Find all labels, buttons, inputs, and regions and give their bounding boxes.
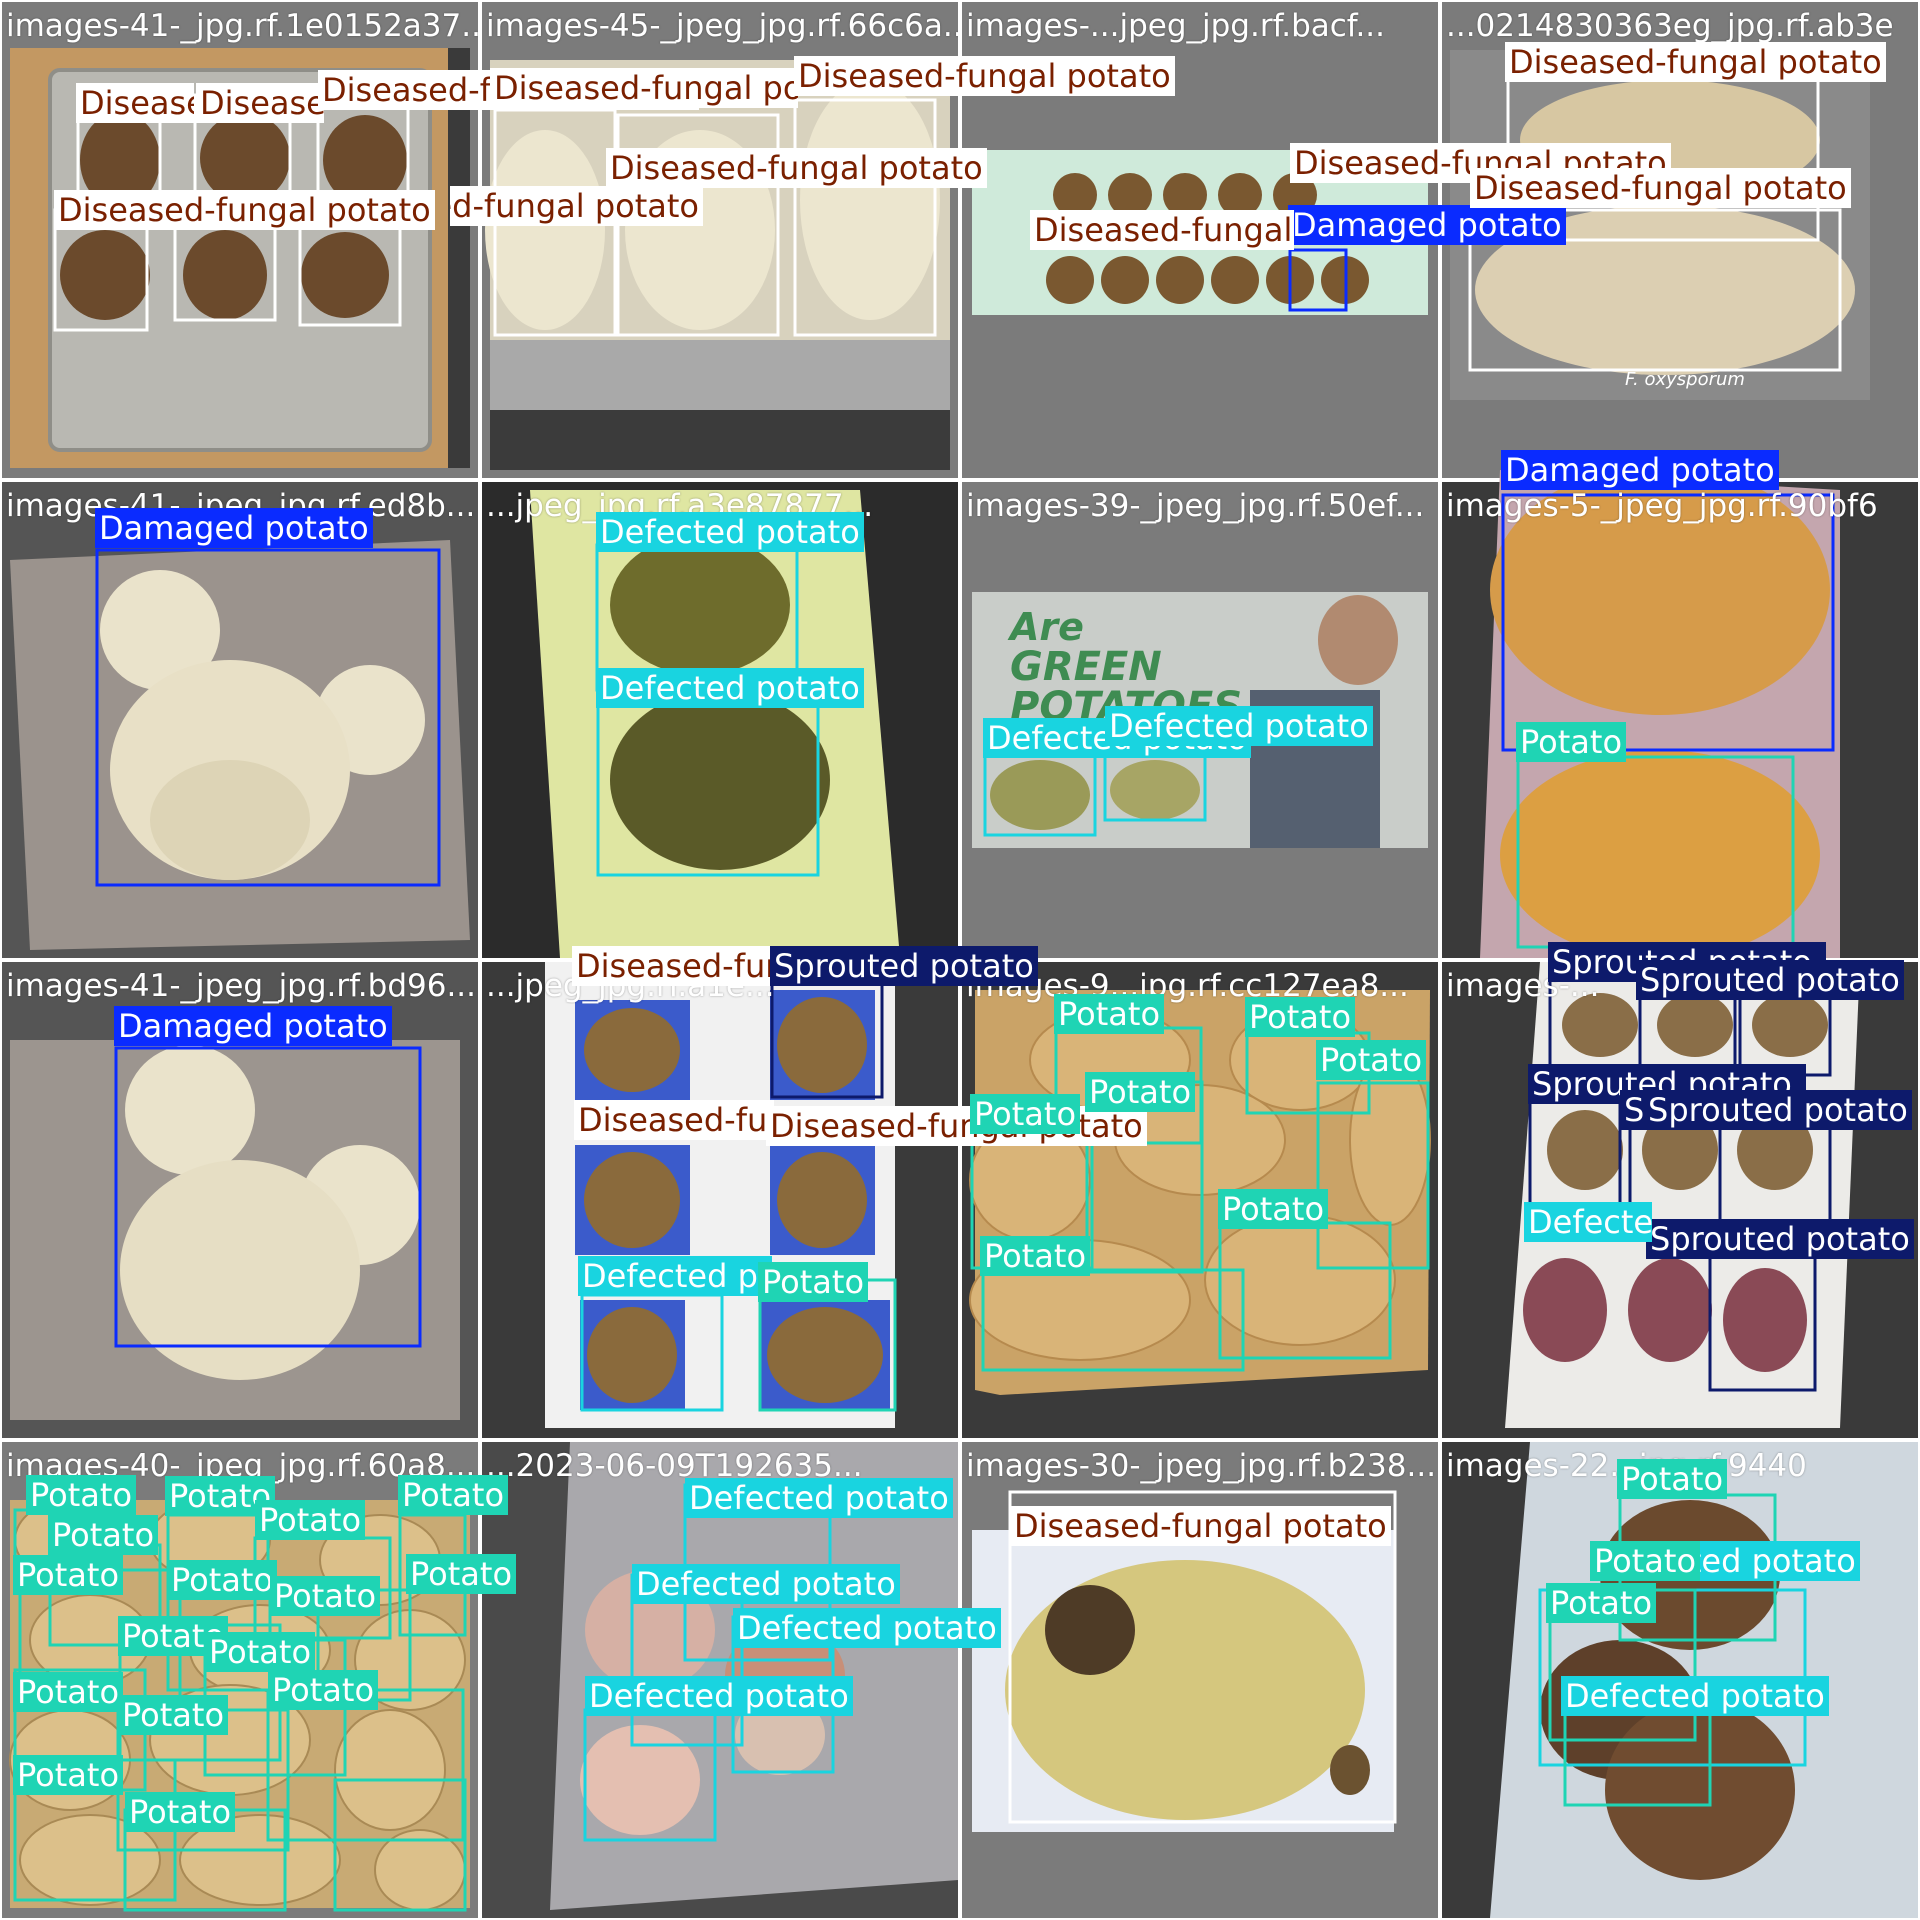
detection-label: Potato xyxy=(1245,997,1356,1037)
detection-label: Damaged potato xyxy=(95,508,373,548)
detection-label: Potato xyxy=(1516,722,1627,762)
detection-label: Potato xyxy=(1617,1459,1728,1499)
detection-label: Potato xyxy=(406,1554,517,1594)
svg-text:Are: Are xyxy=(1007,605,1084,649)
detection-label: Defected potato xyxy=(596,668,864,708)
detection-label: Diseased-fungal potato xyxy=(606,148,987,188)
detection-label: Diseased-fungal potato xyxy=(574,1100,774,1140)
detection-label: Sprouted potato xyxy=(770,946,1038,986)
detection-label: Sprouted potato xyxy=(1644,1090,1912,1130)
detection-label: Diseased-fungal potato xyxy=(76,83,194,123)
detection-label: Potato xyxy=(1590,1541,1701,1581)
detection-label: Diseased-fungal potato xyxy=(196,83,324,123)
detection-label: Potato xyxy=(167,1560,278,1600)
detection-label: Sprouted potato xyxy=(1646,1219,1914,1259)
svg-text:GREEN: GREEN xyxy=(1010,644,1162,690)
tile-filename-8: images-5-_jpeg_jpg.rf.90bf6 xyxy=(1446,488,1878,524)
detection-label: Damaged potato xyxy=(1501,450,1779,490)
detection-label: Potato xyxy=(970,1094,1081,1134)
tile-8 xyxy=(1442,465,1918,960)
detection-label: Defected potato xyxy=(1105,706,1373,746)
detection-label: Defected potato xyxy=(685,1478,953,1518)
detection-label: Diseased-fungal potato xyxy=(54,190,435,230)
detection-label: Potato xyxy=(26,1475,137,1515)
tile-10 xyxy=(482,962,958,1438)
detection-label: Diseased-fungal potato xyxy=(450,186,703,226)
detection-label: Defected potato xyxy=(733,1608,1001,1648)
tile-filename-15: images-30-_jpeg_jpg.rf.b238... xyxy=(966,1448,1437,1484)
detection-label: Diseased-fungal potato xyxy=(766,1106,1147,1146)
tile-6 xyxy=(482,482,958,958)
tile-12 xyxy=(1442,962,1918,1438)
tile-filename-9: images-41-_jpeg_jpg.rf.bd96... xyxy=(6,968,477,1004)
detection-label: Diseased-fungal potato xyxy=(490,68,798,108)
detection-label: Sprouted potato xyxy=(1636,960,1904,1000)
detection-label: Potato xyxy=(125,1792,236,1832)
detection-label: Diseased-fungal potato xyxy=(1030,210,1294,250)
detection-label: Defected potato xyxy=(596,512,864,552)
detection-label: Potato xyxy=(13,1555,124,1595)
detection-label: Potato xyxy=(205,1632,316,1672)
tile-filename-7: images-39-_jpeg_jpg.rf.50ef... xyxy=(966,488,1425,524)
tile-9 xyxy=(2,962,478,1438)
detection-label: Potato xyxy=(1218,1189,1329,1229)
detection-label: Potato xyxy=(398,1475,509,1515)
tile-filename-2: images-45-_jpeg_jpg.rf.66c6a... xyxy=(486,8,958,44)
tile-filename-4: ...0214830363eg_jpg.rf.ab3e xyxy=(1446,8,1894,44)
detection-label: Damaged potato xyxy=(114,1006,392,1046)
detection-label: Defected potato xyxy=(632,1564,900,1604)
detection-label: Potato xyxy=(13,1755,124,1795)
detection-label: Potato xyxy=(118,1695,229,1735)
detection-label: Diseased-fungal potato xyxy=(572,946,780,986)
tile-filename-1: images-41-_jpg.rf.1e0152a37... xyxy=(6,8,478,44)
detection-label: Potato xyxy=(48,1515,159,1555)
caption-oxysporum: F. oxysporum xyxy=(1625,369,1745,390)
detection-label: Potato xyxy=(1546,1583,1657,1623)
detection-label: Potato xyxy=(1085,1072,1196,1112)
detection-label: Diseased-fungal potato xyxy=(1010,1506,1391,1546)
detection-label: Potato xyxy=(980,1236,1091,1276)
tile-filename-3: images-...jpeg_jpg.rf.bacf... xyxy=(966,8,1386,44)
detection-label: Potato xyxy=(758,1262,869,1302)
detection-label: Potato xyxy=(1316,1040,1427,1080)
detection-label: Potato xyxy=(255,1500,366,1540)
detection-label: Potato xyxy=(268,1670,379,1710)
detection-label: Diseased-fungal potato xyxy=(1470,168,1851,208)
detection-label: Potato xyxy=(165,1476,276,1516)
detection-label: Diseased-fungal potato xyxy=(1505,42,1886,82)
detection-label: Diseased-fungal potato xyxy=(794,56,1175,96)
detection-label: Defected potato xyxy=(1524,1202,1652,1242)
detection-label: Potato xyxy=(1054,994,1165,1034)
detection-label: Defected potato xyxy=(585,1676,853,1716)
tile-5 xyxy=(2,482,478,958)
detection-label: Damaged potato xyxy=(1288,205,1566,245)
detection-label: Potato xyxy=(270,1576,381,1616)
detection-label: Potato xyxy=(13,1672,124,1712)
detection-label: Defected potato xyxy=(1561,1676,1829,1716)
detection-label: Defected potato xyxy=(578,1256,772,1296)
